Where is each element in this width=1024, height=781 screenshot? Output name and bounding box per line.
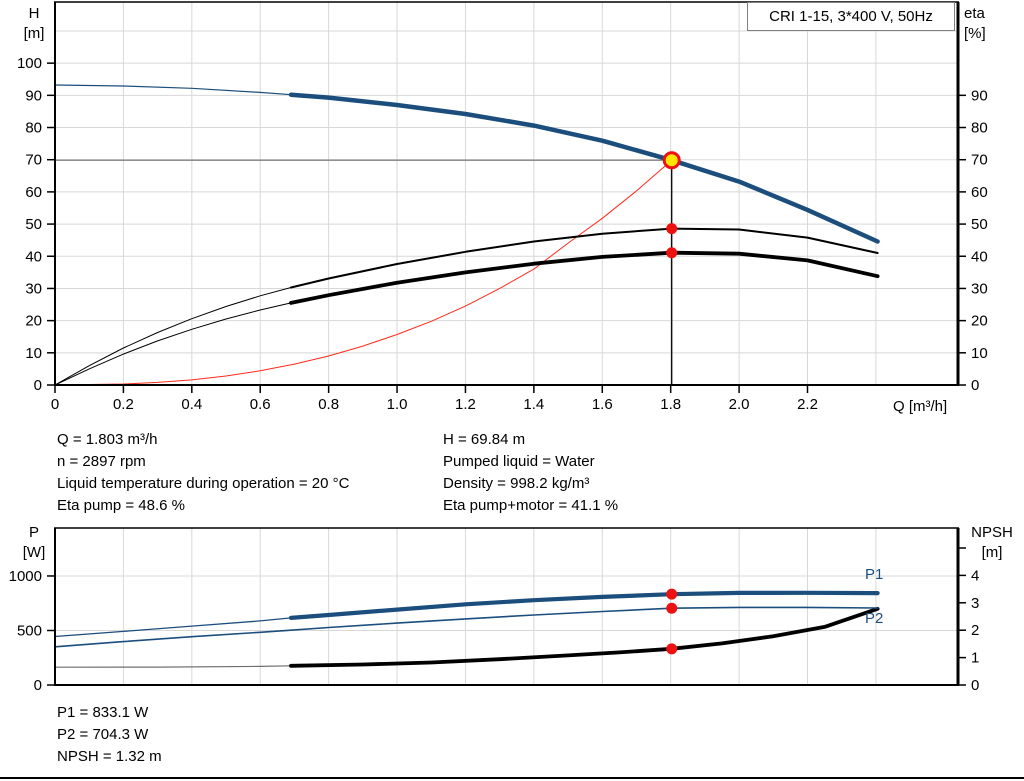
- info-liquid-temp: Liquid temperature during operation = 20…: [57, 475, 350, 492]
- tick-label: 50: [971, 216, 988, 233]
- tick-label: 2: [971, 622, 979, 639]
- P1-curve: [54, 617, 292, 638]
- tick-label: 4: [971, 567, 979, 584]
- p-axis-symbol: P: [28, 524, 39, 541]
- npsh-axis-label: NPSH [m]: [962, 523, 1022, 563]
- H-curve: [288, 92, 880, 244]
- p-axis-label: P [W]: [10, 523, 58, 563]
- tick-label: 1.4: [523, 396, 544, 413]
- tick-label: 30: [25, 280, 42, 297]
- tick-label: 40: [25, 248, 42, 265]
- tick-label: 10: [971, 345, 988, 362]
- eta-pump-motor-duty-dot: [666, 247, 678, 259]
- duty-info-right: H = 69.84 m Pumped liquid = Water Densit…: [443, 429, 618, 517]
- tick-label: 0: [34, 377, 42, 394]
- h-axis-label: H [m]: [10, 4, 58, 44]
- info-n: n = 2897 rpm: [57, 453, 146, 470]
- tick-label: 100: [17, 55, 42, 72]
- tick-label: 2.2: [797, 396, 818, 413]
- info-eta-pump-motor: Eta pump+motor = 41.1 %: [443, 497, 619, 514]
- info-h: H = 69.84 m: [443, 431, 526, 448]
- tick-label: 50: [25, 216, 42, 233]
- hq-eta-chart: 0 10 20 30 40 50 60 70 80 90 100 0 10 20 30 40 50 60 70 80 9…: [17, 1, 988, 413]
- tick-label: 1000: [9, 568, 42, 585]
- tick-label: 1.0: [387, 396, 408, 413]
- p-axis-unit: [W]: [22, 544, 46, 561]
- eta-pump-duty-dot: [666, 223, 678, 235]
- tick-label: 0: [51, 396, 59, 413]
- tick-label: 0.8: [318, 396, 339, 413]
- tick-label: 60: [25, 184, 42, 201]
- bottom-divider: [0, 777, 1024, 779]
- h-axis-unit: [m]: [23, 25, 45, 42]
- result-p1: P1 = 833.1 W: [57, 704, 149, 721]
- eta-pump-curve: [290, 227, 879, 289]
- NPSH-duty-dot: [666, 643, 678, 655]
- tick-label: 0.6: [250, 396, 271, 413]
- P2-curve: [54, 606, 879, 648]
- q-axis-label: Q [m³/h]: [893, 398, 948, 415]
- tick-label: 500: [17, 622, 42, 639]
- tick-label: 0.2: [113, 396, 134, 413]
- tick-label: 3: [971, 595, 979, 612]
- eta-pump-curve: [54, 287, 292, 386]
- duty-info-left: Q = 1.803 m³/h n = 2897 rpm Liquid tempe…: [57, 429, 349, 517]
- tick-label: 1.8: [660, 396, 681, 413]
- tick-label: 90: [971, 87, 988, 104]
- tick-label: 0: [971, 377, 979, 394]
- tick-label: 70: [971, 152, 988, 169]
- p1-curve-label: P1: [865, 566, 884, 583]
- eta-pump-motor-curve: [289, 250, 880, 305]
- P1-duty-dot: [666, 588, 678, 600]
- pump-title-box: CRI 1-15, 3*400 V, 50Hz: [747, 2, 955, 31]
- info-density: Density = 998.2 kg/m³: [443, 475, 590, 492]
- tick-label: 2.0: [729, 396, 750, 413]
- NPSH-curve: [54, 665, 292, 668]
- pump-title-text: CRI 1-15, 3*400 V, 50Hz: [769, 8, 933, 25]
- eta-pump-motor-curve: [54, 302, 292, 386]
- tick-label: 0: [971, 677, 979, 694]
- NPSH-curve: [289, 606, 880, 668]
- tick-label: 80: [25, 120, 42, 137]
- info-eta-pump: Eta pump = 48.6 %: [57, 497, 185, 514]
- eta-axis-unit: [%]: [964, 25, 986, 42]
- tick-label: 70: [25, 152, 42, 169]
- info-q: Q = 1.803 m³/h: [57, 431, 158, 448]
- tick-label: 30: [971, 280, 988, 297]
- tick-label: 90: [25, 87, 42, 104]
- npsh-axis-symbol: NPSH: [971, 524, 1013, 541]
- eta-axis-label: eta [%]: [964, 4, 1014, 44]
- eta-axis-symbol: eta: [964, 5, 985, 22]
- tick-label: 0.4: [181, 396, 202, 413]
- result-npsh: NPSH = 1.32 m: [57, 748, 162, 765]
- system-curve-curve: [54, 159, 673, 386]
- operating-point-dot[interactable]: [662, 151, 681, 170]
- h-axis-symbol: H: [28, 5, 40, 22]
- tick-label: 1.6: [592, 396, 613, 413]
- tick-label: 1: [971, 650, 979, 667]
- H-curve: [54, 84, 292, 96]
- result-block: P1 = 833.1 W P2 = 704.3 W NPSH = 1.32 m: [57, 702, 162, 768]
- result-p2: P2 = 704.3 W: [57, 726, 149, 743]
- tick-label: 1.2: [455, 396, 476, 413]
- tick-label: 80: [971, 120, 988, 137]
- P2-duty-dot: [666, 602, 678, 614]
- p2-curve-label: P2: [865, 610, 884, 627]
- tick-label: 20: [25, 313, 42, 330]
- P1-curve: [288, 590, 880, 620]
- tick-label: 40: [971, 248, 988, 265]
- tick-label: 0: [34, 677, 42, 694]
- npsh-axis-unit: [m]: [981, 544, 1003, 561]
- power-npsh-chart: 0 500 1000 0 1 2 3 4: [9, 527, 979, 694]
- tick-label: 10: [25, 345, 42, 362]
- tick-label: 60: [971, 184, 988, 201]
- tick-label: 20: [971, 313, 988, 330]
- info-pumped-liquid: Pumped liquid = Water: [443, 453, 595, 470]
